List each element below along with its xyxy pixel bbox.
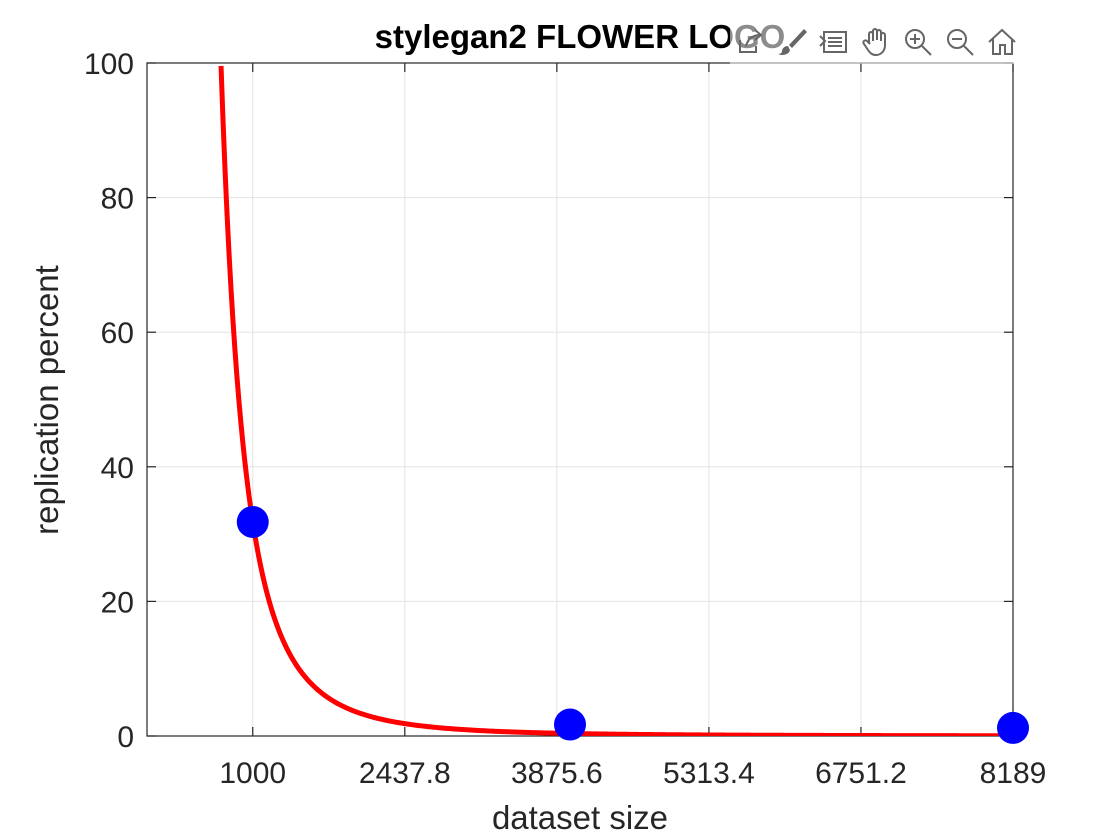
y-tick-label: 100 (84, 48, 134, 81)
home-icon[interactable] (982, 22, 1022, 62)
series (218, 65, 1029, 744)
zoom-out-icon[interactable] (940, 22, 980, 62)
y-tick-label: 80 (101, 183, 134, 216)
grid (147, 62, 1014, 737)
x-tick-label: 8189 (980, 757, 1047, 790)
x-tick-label: 3875.6 (511, 757, 603, 790)
x-tick-label: 1000 (219, 757, 286, 790)
x-tick-label: 6751.2 (815, 757, 907, 790)
x-tick-labels: 1000 2437.8 3875.6 5313.4 6751.2 8189 (219, 757, 1046, 790)
chart-title: stylegan2 FLOWER LOGO (375, 18, 786, 55)
y-tick-label: 60 (101, 317, 134, 350)
data-point (236, 505, 269, 538)
axes-toolbar (730, 20, 1022, 64)
zoom-in-icon[interactable] (898, 22, 938, 62)
y-tick-label: 40 (101, 452, 134, 485)
legend-icon[interactable] (814, 22, 854, 62)
pan-hand-icon[interactable] (856, 22, 896, 62)
x-tick-label: 5313.4 (663, 757, 755, 790)
data-point (554, 708, 587, 741)
fit-curve-line (218, 65, 1013, 736)
y-tick-labels: 0 20 40 60 80 100 (84, 48, 134, 754)
export-icon[interactable] (730, 22, 770, 62)
data-point (997, 711, 1029, 744)
x-axis-label: dataset size (492, 799, 668, 836)
y-tick-label: 20 (101, 586, 134, 619)
x-tick-label: 2437.8 (359, 757, 451, 790)
brush-icon[interactable] (772, 22, 812, 62)
y-tick-label: 0 (117, 721, 134, 754)
y-axis-label: replication percent (28, 265, 65, 535)
